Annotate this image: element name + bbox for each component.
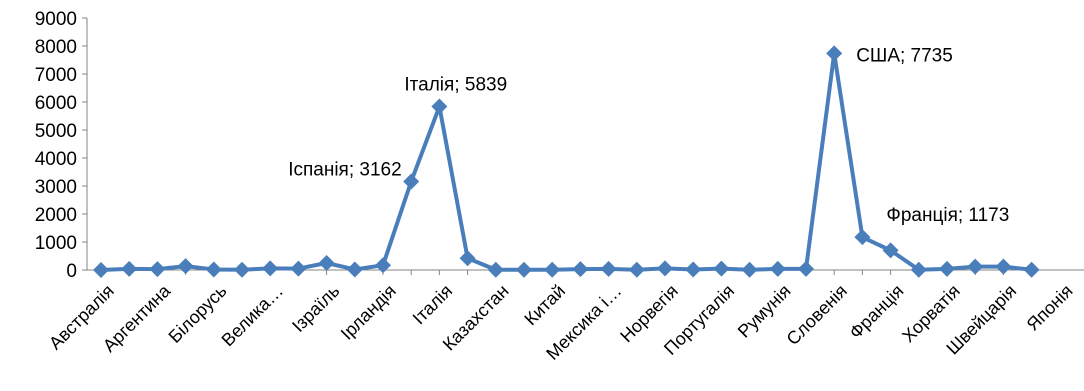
x-tick-label: Ірландія: [337, 281, 400, 344]
y-tick-label: 9000: [35, 9, 77, 30]
data-labels: Іспанія; 3162 Італія; 5839 США; 7735 Франці…: [288, 45, 1009, 226]
data-point: [487, 261, 504, 278]
y-tick-label: 0: [66, 261, 77, 282]
data-point: [882, 242, 899, 259]
y-axis: 0 1000 2000 3000 4000 5000 6000 7000 8000 9000: [35, 9, 88, 282]
data-point: [121, 260, 138, 277]
data-point: [798, 260, 814, 277]
data-point: [177, 258, 194, 275]
data-point: [375, 257, 391, 274]
series-line: [100, 51, 1032, 272]
y-tick-label: 5000: [35, 121, 77, 142]
data-point: [628, 261, 645, 278]
x-tick-label: Велика…: [218, 281, 287, 350]
data-point: [544, 261, 561, 278]
data-point: [854, 229, 871, 246]
data-point: [459, 250, 476, 267]
data-point: [967, 258, 984, 275]
data-point: [93, 262, 109, 278]
data-point: [939, 260, 955, 277]
data-point: [290, 260, 307, 277]
series-path: [100, 51, 1032, 272]
data-point: [657, 260, 673, 277]
data-point: [685, 261, 702, 278]
y-tick-label: 2000: [35, 205, 77, 226]
series-markers: [93, 45, 1040, 278]
y-tick-label: 3000: [35, 177, 77, 198]
x-tick-label: Китай: [520, 281, 569, 330]
data-point: [572, 261, 589, 278]
data-point: [262, 260, 279, 277]
data-label: Франція; 1173: [886, 205, 1009, 226]
data-point: [318, 255, 335, 271]
data-point: [826, 45, 843, 62]
data-point: [713, 260, 730, 277]
data-point: [995, 258, 1012, 275]
x-tick-label: Словенія: [783, 281, 851, 349]
y-tick-label: 6000: [35, 93, 77, 114]
y-tick-label: 4000: [35, 149, 77, 170]
data-point: [205, 261, 222, 278]
x-tick-label: Японія: [1023, 281, 1077, 335]
data-point: [516, 261, 532, 278]
data-point: [346, 261, 363, 278]
x-tick-label: Ізраїль: [288, 281, 343, 336]
y-tick-label: 8000: [35, 37, 77, 58]
data-label: Італія; 5839: [404, 75, 507, 96]
data-point: [403, 173, 420, 190]
data-point: [149, 261, 166, 278]
data-point: [600, 260, 617, 277]
data-label: Іспанія; 3162: [288, 159, 401, 180]
y-tick-label: 1000: [35, 233, 77, 254]
data-label: США; 7735: [856, 45, 953, 66]
data-point: [1023, 261, 1040, 278]
y-tick-label: 7000: [35, 65, 77, 86]
data-point: [741, 261, 758, 278]
x-tick-label: Італія: [409, 281, 457, 329]
data-point: [769, 260, 786, 277]
data-point: [431, 98, 448, 115]
data-point: [234, 261, 250, 278]
data-point: [910, 261, 927, 278]
